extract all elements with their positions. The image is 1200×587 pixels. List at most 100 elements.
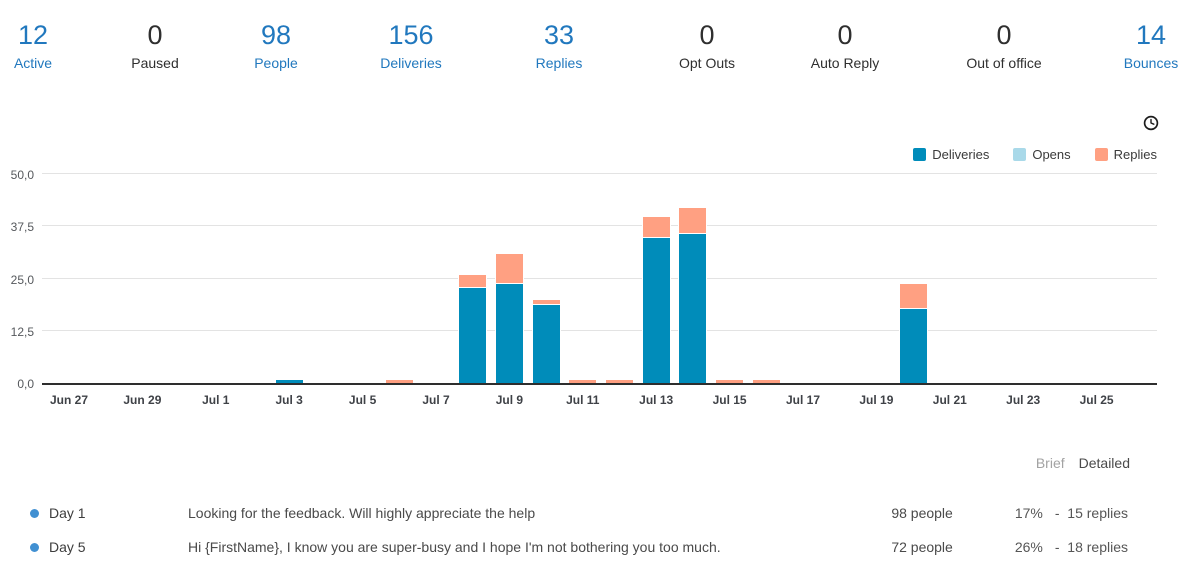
x-tick-label: Jul 23 [1006,393,1041,407]
stat-active: 12 Active [14,20,52,71]
bar-segment-deliveries-jul14 [678,232,708,383]
bar-segment-replies-jul8 [458,274,488,287]
step-bullet-icon [30,542,39,552]
x-tick-label: Jun 27 [49,393,89,407]
step-day-label: Day 1 [49,505,86,521]
legend-item-replies[interactable]: Replies [1094,147,1157,162]
replies-swatch-icon [1094,148,1108,161]
opens-swatch-icon [1013,148,1027,161]
bar-segment-deliveries-jul3 [274,378,304,383]
bar-segment-replies-jul10 [531,299,561,304]
step-bullet-icon [30,508,39,518]
chart-plot [42,173,1157,385]
x-tick-label: Jul 19 [859,393,894,407]
brief-tab[interactable]: Brief [1035,455,1065,471]
x-tick-label: Jul 5 [348,393,377,407]
bar-segment-replies-jul16 [751,378,781,383]
campaign-activity-chart: Deliveries Opens Replies 0,0 12,5 25,0 37,5… [0,115,1160,409]
legend-item-opens[interactable]: Opens [1013,147,1071,162]
stat-people-value: 98 [260,20,292,50]
stat-opt-outs: 0 Opt Outs [679,20,735,71]
x-tick-label: Jul 7 [422,393,450,407]
stat-out-of-office-value: 0 [996,20,1012,50]
x-tick-label: Jun 29 [123,393,162,407]
bar-segment-deliveries-jul8 [458,286,488,383]
y-tick-label: 50,0 [10,168,34,182]
stat-opt-outs-value: 0 [699,20,715,50]
deliveries-swatch-icon [913,148,927,161]
stats-bar: 12 Active 0 Paused 98 People 156 Deliveries … [0,0,1200,90]
bar-segment-deliveries-jul13 [641,236,671,383]
stat-auto-reply-label: Auto Reply [810,55,880,71]
stat-replies: 33 Replies [536,20,583,71]
bar-segment-replies-jul6 [384,378,414,383]
gridline [42,225,1157,227]
x-tick-label: Jul 15 [712,393,747,407]
clock-icon[interactable] [1142,115,1160,133]
step-message: Hi {FirstName}, I know you are super-bus… [188,539,721,555]
view-toggle: Brief Detailed [1036,455,1130,471]
bar-segment-replies-jul20 [898,282,928,308]
stat-people-label: People [254,55,298,71]
bar-segment-deliveries-jul10 [531,303,561,383]
x-tick-label: Jul 1 [202,393,230,407]
y-tick-label: 37,5 [10,220,34,235]
chart-legend: Deliveries Opens Replies [913,147,1157,162]
step-message: Looking for the feedback. Will highly ap… [188,505,536,521]
email-step-row-day5[interactable]: Day 5 Hi {FirstName}, I know you are sup… [0,537,1200,557]
detailed-tab[interactable]: Detailed [1078,455,1130,471]
legend-item-deliveries[interactable]: Deliveries [913,147,989,162]
legend-deliveries-label: Deliveries [932,147,990,162]
email-step-row-day1[interactable]: Day 1 Looking for the feedback. Will hig… [0,503,1200,523]
bar-segment-replies-jul11 [568,378,598,383]
legend-opens-label: Opens [1032,147,1071,162]
x-tick-label: Jul 21 [932,393,967,407]
stat-opt-outs-label: Opt Outs [678,55,736,71]
x-tick-label: Jul 17 [785,393,821,407]
stat-bounces-label: Bounces [1123,55,1179,71]
step-reply-percent: 17% [1014,505,1043,521]
stat-bounces-value: 14 [1135,20,1167,50]
step-people-count: 98 people [891,505,953,521]
stat-deliveries-value: 156 [388,20,434,50]
stat-paused-value: 0 [147,20,163,50]
x-axis-labels: Jun 27 Jun 29 Jul 1 Jul 3 Jul 5 Jul 7 Jul 9 Jul… [42,393,1157,409]
stat-deliveries-label: Deliveries [380,55,442,71]
step-day-label: Day 5 [49,539,86,555]
stat-replies-value: 33 [543,20,575,50]
x-tick-label: Jul 13 [639,393,674,407]
bar-segment-deliveries-jul20 [898,307,928,383]
gridline [42,277,1157,279]
stat-deliveries: 156 Deliveries [380,20,441,71]
stat-out-of-office-label: Out of office [966,55,1042,71]
gridline [42,173,1157,174]
stat-active-value: 12 [17,20,49,50]
stat-auto-reply: 0 Auto Reply [811,20,879,71]
stat-auto-reply-value: 0 [837,20,853,50]
step-reply-percent: 26% [1014,539,1043,555]
stat-out-of-office: 0 Out of office [966,20,1041,71]
x-tick-label: Jul 9 [495,393,524,407]
step-reply-count: - 15 replies [1054,505,1128,521]
clock-icon-glyph [1143,115,1159,131]
bar-segment-replies-jul9 [494,253,524,283]
y-tick-label: 0,0 [17,377,34,391]
legend-replies-label: Replies [1113,147,1157,162]
x-tick-label: Jul 3 [275,393,303,407]
stat-active-label: Active [13,55,53,71]
bar-segment-replies-jul13 [641,215,671,237]
x-tick-label: Jul 11 [566,393,600,407]
bar-segment-deliveries-jul9 [494,282,524,383]
y-tick-label: 25,0 [10,272,34,287]
bar-segment-replies-jul14 [678,207,708,233]
step-reply-stats: 26% - 18 replies [953,539,1128,555]
y-axis-labels: 0,0 12,5 25,0 37,5 50,0 [0,168,36,391]
bar-segment-replies-jul12 [605,378,634,383]
x-tick-label: Jul 25 [1079,393,1114,407]
gridline [42,329,1157,331]
stat-paused: 0 Paused [131,20,178,71]
step-reply-stats: 17% - 15 replies [953,505,1128,521]
stat-bounces: 14 Bounces [1124,20,1178,71]
stat-paused-label: Paused [131,55,179,71]
step-people-count: 72 people [891,539,953,555]
